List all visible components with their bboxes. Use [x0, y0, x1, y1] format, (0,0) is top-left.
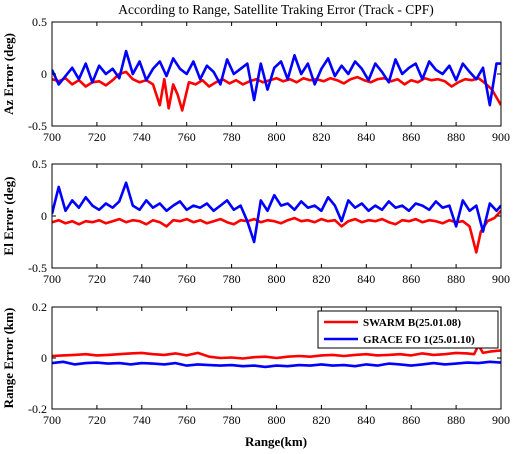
x-tick-label: 860	[402, 130, 420, 144]
x-tick-label: 740	[133, 413, 151, 427]
x-tick-label: 780	[223, 413, 241, 427]
y-tick-label: -0.5	[28, 261, 47, 275]
legend-box	[317, 310, 499, 349]
x-tick-label: 840	[357, 413, 375, 427]
x-tick-label: 900	[492, 130, 510, 144]
x-tick-label: 800	[268, 413, 286, 427]
x-tick-label: 760	[178, 272, 196, 286]
x-tick-label: 700	[43, 272, 61, 286]
x-tick-label: 880	[447, 272, 465, 286]
x-tick-label: 740	[133, 272, 151, 286]
legend-label-grace-fo-1: GRACE FO 1(25.01.10)	[363, 334, 475, 346]
x-tick-label: 720	[88, 130, 106, 144]
x-tick-label: 780	[223, 272, 241, 286]
x-tick-label: 820	[312, 413, 330, 427]
panel-1: 700 720 740 760 780 800 820 840 860 880 900 -0.5 0 0.…	[1, 15, 510, 144]
x-tick-label: 820	[312, 130, 330, 144]
x-tick-label: 860	[402, 272, 420, 286]
x-tick-label: 720	[88, 272, 106, 286]
y-tick-label: 0	[41, 67, 47, 81]
x-tick-label: 760	[178, 413, 196, 427]
x-axis-label: Range(km)	[245, 434, 307, 449]
series-line-grace-fo-1	[52, 181, 501, 244]
x-tick-label: 900	[492, 272, 510, 286]
panel-2: 700 720 740 760 780 800 820 840 860 880 900 -0.5 0 0.…	[1, 157, 510, 286]
y-axis-label: Az Error (deg)	[1, 33, 16, 115]
x-tick-label: 720	[88, 413, 106, 427]
y-tick-label: 0	[41, 209, 47, 223]
y-tick-label: 0	[41, 351, 47, 365]
series-line-swarm-b	[52, 209, 501, 254]
panels: 700 720 740 760 780 800 820 840 860 880 900 -0.5 0 0.…	[1, 15, 510, 427]
x-tick-label: 780	[223, 130, 241, 144]
series-line-grace-fo-1	[52, 49, 501, 107]
x-tick-label: 900	[492, 413, 510, 427]
y-tick-label: 0.2	[32, 300, 47, 314]
x-tick-label: 740	[133, 130, 151, 144]
series-line-swarm-b	[52, 344, 501, 360]
y-axis-label: Range Error (km)	[1, 308, 16, 409]
x-tick-label: 800	[268, 130, 286, 144]
legend: SWARM B(25.01.08) GRACE FO 1(25.01.10)	[317, 310, 499, 349]
panel-3: 700 720 740 760 780 800 820 840 860 880 900 -0.2 0 0.…	[1, 300, 510, 427]
y-tick-label: 0.5	[32, 15, 47, 29]
legend-label-swarm-b: SWARM B(25.01.08)	[363, 317, 461, 329]
x-tick-label: 700	[43, 413, 61, 427]
x-tick-label: 860	[402, 413, 420, 427]
y-tick-label: -0.2	[28, 402, 47, 416]
y-axis-label: El Error (deg)	[1, 177, 16, 256]
x-tick-label: 700	[43, 130, 61, 144]
x-tick-label: 760	[178, 130, 196, 144]
x-tick-label: 840	[357, 272, 375, 286]
chart-title: According to Range, Satellite Traking Er…	[118, 2, 434, 17]
x-tick-label: 880	[447, 130, 465, 144]
x-tick-label: 840	[357, 130, 375, 144]
y-tick-label: -0.5	[28, 119, 47, 133]
series-line-grace-fo-1	[52, 360, 501, 369]
x-tick-label: 820	[312, 272, 330, 286]
x-tick-label: 880	[447, 413, 465, 427]
y-tick-label: 0.5	[32, 157, 47, 171]
x-tick-label: 800	[268, 272, 286, 286]
